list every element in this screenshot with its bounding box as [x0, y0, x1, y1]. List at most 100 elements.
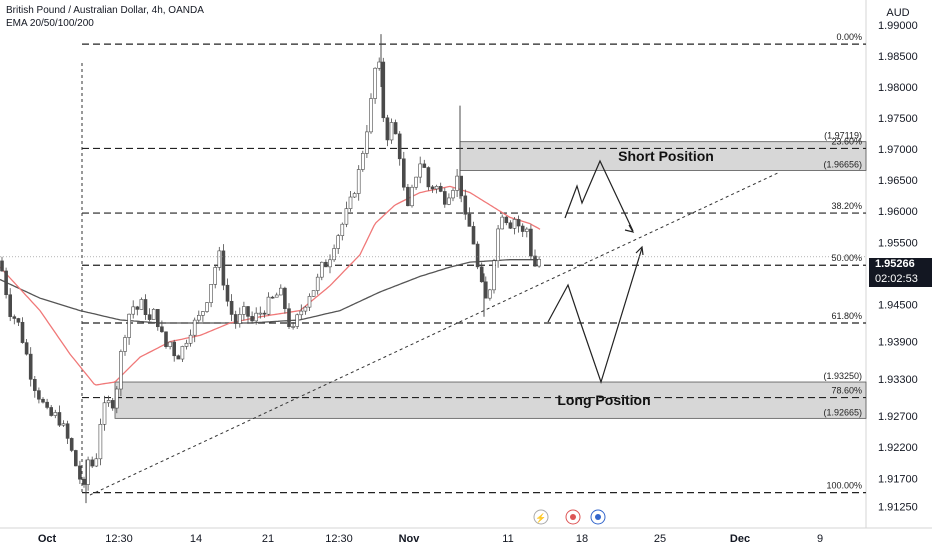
candle-down — [508, 222, 513, 229]
candle-down — [504, 216, 509, 224]
candle-up — [336, 235, 341, 249]
candle-up — [127, 313, 131, 338]
candle-up — [389, 122, 394, 141]
candle-down — [147, 314, 152, 320]
candle-up — [258, 312, 263, 315]
indicator-legend[interactable]: EMA 20/50/100/200 — [6, 18, 94, 29]
flag-icon — [570, 514, 576, 520]
candle-down — [221, 250, 226, 286]
candle-down — [49, 407, 54, 416]
candle-down — [143, 299, 148, 315]
candle-up — [115, 388, 119, 409]
candle-up — [119, 351, 123, 390]
candle-up — [209, 284, 213, 303]
candle-up — [344, 208, 349, 225]
candle-up — [303, 306, 308, 312]
candle-down — [471, 226, 476, 245]
chart-title: British Pound / Australian Dollar, 4h, O… — [6, 5, 204, 16]
candle-down — [475, 243, 480, 268]
candle-down — [483, 281, 488, 299]
price-axis[interactable]: 1.99000 1.98500 1.98000 1.97500 1.97000 1.965… — [878, 20, 918, 513]
candle-down — [426, 167, 431, 188]
candle-up — [94, 458, 99, 467]
currency-selector[interactable]: AUD — [886, 7, 910, 19]
candle-up — [414, 176, 418, 188]
candle-down — [37, 390, 41, 400]
candle-up — [266, 296, 271, 315]
drawings — [81, 63, 781, 496]
ema-fast-line — [0, 185, 541, 386]
y-tick-label: 1.98500 — [878, 51, 918, 63]
candle-up — [328, 259, 332, 268]
y-tick-label: 1.91250 — [878, 501, 918, 513]
y-tick-label: 1.93900 — [878, 337, 918, 349]
candle-up — [123, 337, 127, 352]
y-tick-label: 1.96500 — [878, 175, 918, 187]
candle-up — [410, 186, 414, 207]
zone-bottom-label: (1.96656) — [823, 159, 862, 169]
y-tick-label: 1.92700 — [878, 411, 918, 423]
candle-up — [131, 306, 135, 315]
x-tick-label: Dec — [730, 533, 750, 545]
candle-down — [401, 158, 406, 188]
x-tick-label: 21 — [262, 533, 274, 545]
fib-level-label: 78.60% — [831, 386, 862, 396]
candle-down — [32, 378, 37, 391]
candle-up — [377, 61, 382, 69]
candle-up — [238, 314, 242, 324]
y-tick-label: 1.92200 — [878, 442, 918, 454]
candle-down — [287, 308, 291, 327]
candle-up — [315, 276, 320, 291]
candle-up — [307, 296, 312, 308]
bar-countdown: 02:02:53 — [869, 273, 932, 287]
x-tick-label: 25 — [654, 533, 666, 545]
candle-down — [135, 306, 140, 310]
candle-down — [529, 228, 533, 257]
candle-up — [434, 186, 439, 190]
candle-up — [278, 287, 283, 296]
candle-up — [102, 402, 107, 425]
candle-up — [352, 193, 357, 198]
y-tick-label: 1.96000 — [878, 206, 918, 218]
event-icons[interactable]: ⚡ — [533, 509, 606, 525]
candle-down — [74, 450, 78, 467]
candle-up — [496, 228, 500, 262]
candle-up — [61, 423, 66, 426]
candle-up — [356, 169, 361, 194]
candle-down — [156, 309, 160, 328]
candle-up — [106, 400, 111, 404]
candle-down — [393, 122, 398, 135]
flag-icon — [595, 514, 601, 520]
candle-down — [324, 261, 328, 268]
time-axis[interactable]: Oct 12:30 14 21 12:30 Nov 11 18 25 Dec 9 — [38, 533, 823, 545]
candle-down — [0, 260, 4, 272]
y-tick-label: 1.98000 — [878, 82, 918, 94]
zone-bottom-label: (1.92665) — [823, 407, 862, 417]
candle-down — [397, 133, 402, 160]
candle-up — [365, 131, 369, 154]
candle-down — [283, 287, 287, 309]
candle-down — [69, 438, 74, 451]
candle-up — [53, 412, 58, 416]
candle-down — [233, 314, 238, 324]
fib-level-label: 0.00% — [836, 32, 862, 42]
candle-down — [20, 321, 25, 343]
zone-label: Short Position — [618, 148, 714, 164]
candles — [0, 34, 541, 504]
candle-up — [192, 319, 197, 336]
candle-down — [12, 316, 17, 319]
x-tick-label: 9 — [817, 533, 823, 545]
candle-down — [57, 412, 62, 426]
candle-up — [242, 306, 246, 315]
candle-down — [250, 316, 254, 322]
x-tick-label: Nov — [399, 533, 421, 545]
candle-down — [520, 225, 525, 232]
candle-up — [332, 248, 336, 261]
x-tick-label: 12:30 — [325, 533, 353, 545]
y-tick-label: 1.95500 — [878, 237, 918, 249]
candle-down — [78, 465, 82, 480]
fib-level-label: 100.00% — [826, 481, 862, 491]
candle-down — [225, 284, 230, 302]
candle-up — [492, 260, 496, 291]
